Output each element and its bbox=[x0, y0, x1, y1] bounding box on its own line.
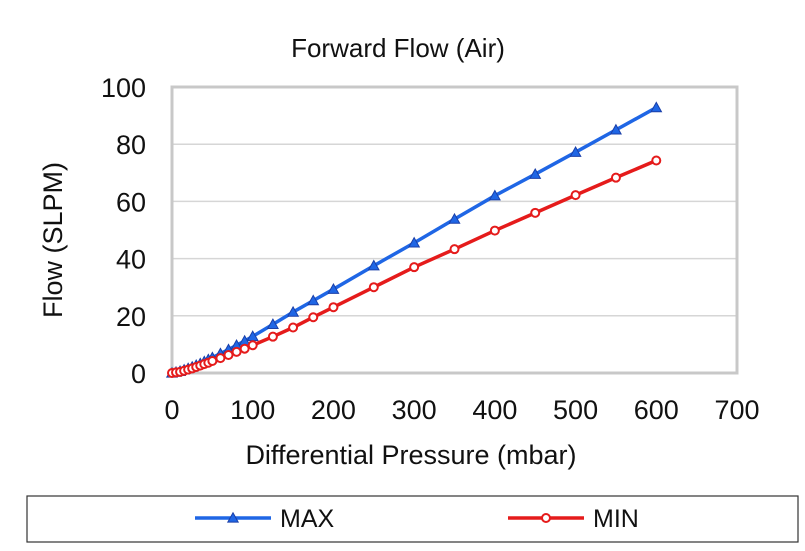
point-min-24 bbox=[530, 207, 541, 218]
x-tick-300: 300 bbox=[392, 395, 437, 425]
y-tick-80: 80 bbox=[116, 130, 146, 160]
x-axis-title: Differential Pressure (mbar) bbox=[245, 440, 576, 470]
point-max-18 bbox=[307, 294, 320, 306]
point-max-26 bbox=[609, 123, 622, 135]
y-tick-20: 20 bbox=[116, 302, 146, 332]
legend-box bbox=[26, 495, 799, 543]
y-tick-40: 40 bbox=[116, 245, 146, 275]
y-tick-labels: 0 20 40 60 80 100 bbox=[101, 73, 146, 389]
point-min-20 bbox=[368, 282, 379, 293]
point-min-17 bbox=[288, 322, 299, 333]
point-min-25 bbox=[570, 190, 581, 201]
x-tick-labels: 0 100 200 300 400 500 600 700 bbox=[164, 395, 759, 425]
point-min-13 bbox=[231, 346, 242, 357]
point-max-23 bbox=[488, 189, 501, 201]
y-axis-title: Flow (SLPM) bbox=[38, 162, 68, 318]
legend-item-min: MIN bbox=[508, 505, 639, 533]
point-max-27 bbox=[650, 101, 663, 113]
point-min-23 bbox=[489, 225, 500, 236]
point-min-21 bbox=[409, 262, 420, 273]
legend-label-min: MIN bbox=[593, 505, 639, 533]
point-min-12 bbox=[223, 349, 234, 360]
x-tick-400: 400 bbox=[472, 395, 517, 425]
y-tick-0: 0 bbox=[131, 359, 146, 389]
x-tick-100: 100 bbox=[230, 395, 275, 425]
legend-marker-max bbox=[226, 511, 240, 523]
point-min-26 bbox=[610, 172, 621, 183]
x-tick-600: 600 bbox=[634, 395, 679, 425]
point-min-27 bbox=[651, 155, 662, 166]
point-min-22 bbox=[449, 244, 460, 255]
series-min bbox=[167, 155, 662, 378]
x-tick-500: 500 bbox=[553, 395, 598, 425]
y-tick-60: 60 bbox=[116, 187, 146, 217]
point-min-11 bbox=[215, 353, 226, 364]
point-min-16 bbox=[267, 331, 278, 342]
x-tick-200: 200 bbox=[311, 395, 356, 425]
point-max-20 bbox=[367, 259, 380, 271]
point-max-16 bbox=[266, 318, 279, 330]
point-max-17 bbox=[287, 305, 300, 317]
point-max-21 bbox=[408, 236, 421, 248]
point-min-19 bbox=[328, 302, 339, 313]
point-min-15 bbox=[247, 340, 258, 351]
point-min-18 bbox=[308, 312, 319, 323]
point-max-19 bbox=[327, 282, 340, 294]
plot-area-border bbox=[170, 85, 739, 375]
series-lines bbox=[165, 101, 663, 378]
legend-item-max: MAX bbox=[195, 505, 335, 533]
legend-marker-min bbox=[541, 513, 551, 523]
x-tick-0: 0 bbox=[164, 395, 179, 425]
legend: MAX MIN bbox=[195, 505, 639, 533]
point-max-25 bbox=[569, 145, 582, 157]
point-min-14 bbox=[239, 343, 250, 354]
chart-title: Forward Flow (Air) bbox=[291, 33, 505, 63]
point-max-24 bbox=[529, 168, 542, 179]
x-tick-700: 700 bbox=[714, 395, 759, 425]
legend-label-max: MAX bbox=[280, 505, 335, 533]
gridlines bbox=[172, 143, 737, 317]
point-min-10 bbox=[207, 355, 218, 366]
point-max-22 bbox=[448, 212, 461, 224]
y-tick-100: 100 bbox=[101, 73, 146, 103]
